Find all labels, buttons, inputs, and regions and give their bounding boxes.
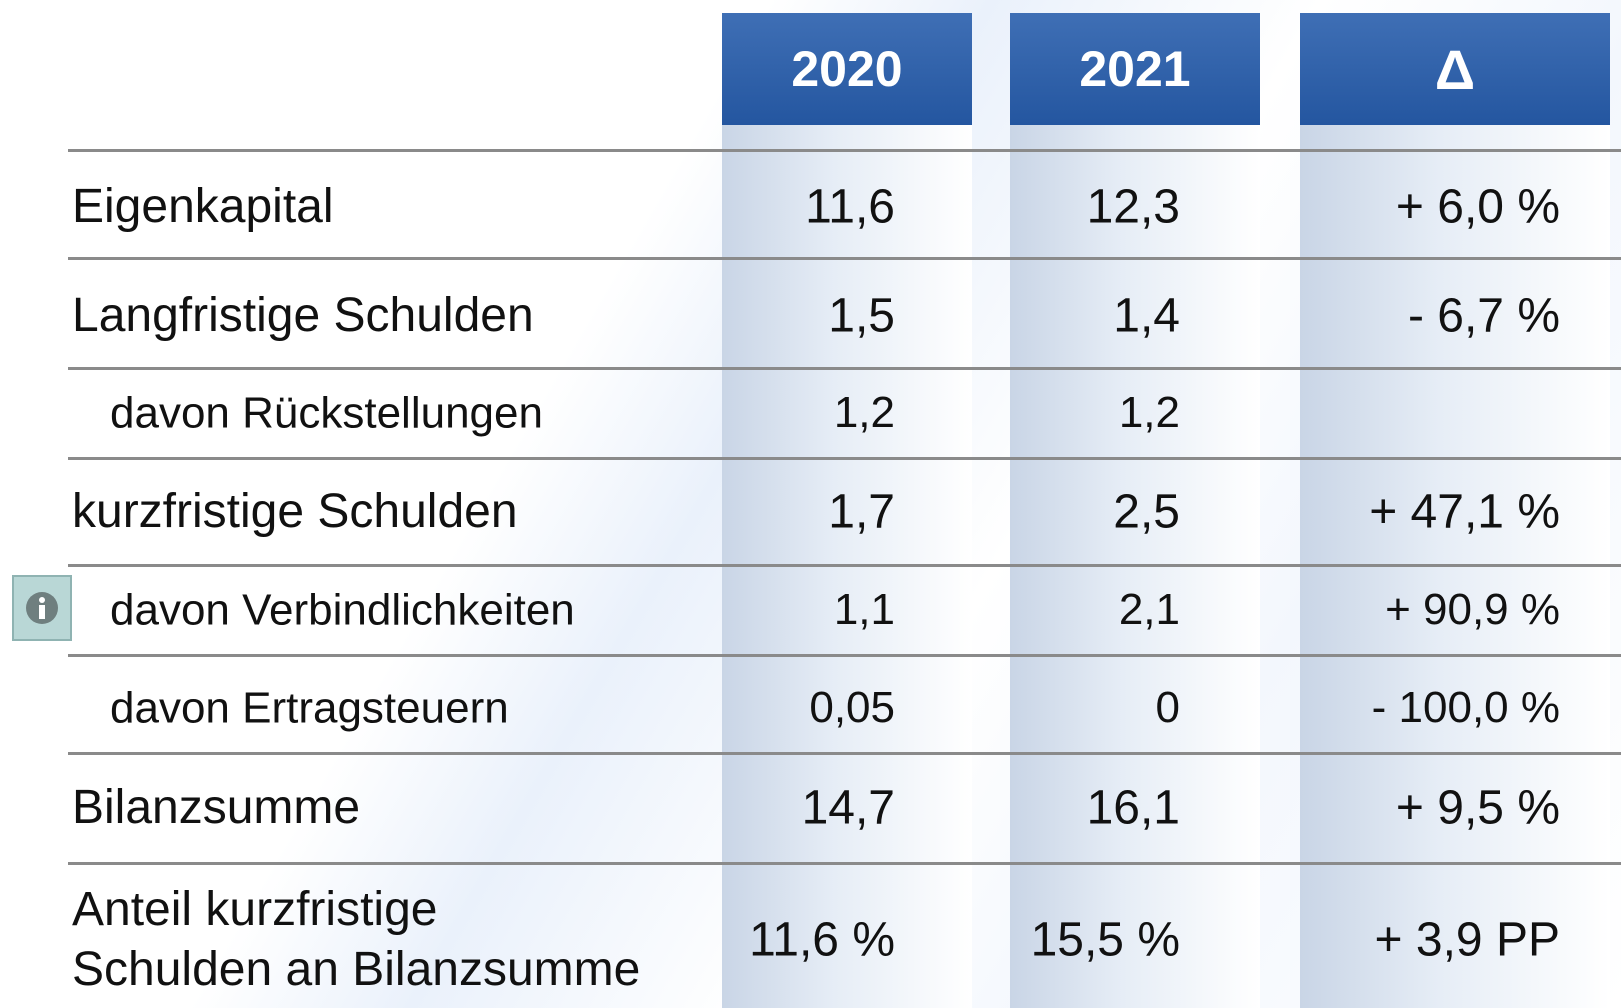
value-cell: 1,4 — [1010, 289, 1180, 344]
value-cell: + 3,9 PP — [1300, 913, 1560, 968]
value-cell: 2,5 — [1010, 485, 1180, 540]
row-label: Eigenkapital — [72, 177, 334, 237]
value-cell: 1,1 — [722, 585, 895, 635]
row-separator — [68, 457, 1621, 460]
value-cell: 12,3 — [1010, 180, 1180, 235]
row-label-line: Langfristige Schulden — [72, 286, 534, 346]
value-cell: 0,05 — [722, 683, 895, 733]
row-separator — [68, 752, 1621, 755]
value-cell: - 100,0 % — [1300, 683, 1560, 733]
row-label-line: Eigenkapital — [72, 177, 334, 237]
row-label-line: Anteil kurzfristige — [72, 880, 640, 940]
row-label: Langfristige Schulden — [72, 286, 534, 346]
row-separator — [68, 862, 1621, 865]
row-label: davon Verbindlichkeiten — [110, 583, 575, 638]
row-label-line: Schulden an Bilanzsumme — [72, 940, 640, 1000]
row-label: Bilanzsumme — [72, 778, 360, 838]
value-cell: 11,6 % — [722, 913, 895, 968]
value-cell: 1,5 — [722, 289, 895, 344]
row-label-line: kurzfristige Schulden — [72, 482, 518, 542]
row-separator — [68, 564, 1621, 567]
column-header: 2021 — [1010, 13, 1260, 125]
value-cell: 1,7 — [722, 485, 895, 540]
value-cell: + 9,5 % — [1300, 781, 1560, 836]
value-cell: 2,1 — [1010, 585, 1180, 635]
column-header: Δ — [1300, 13, 1610, 125]
value-cell: + 47,1 % — [1300, 485, 1560, 540]
page: 2020 2021 Δ Eigenkapital 11,6 12,3 + 6,0 % Lang… — [0, 0, 1621, 1008]
value-cell: 11,6 — [722, 180, 895, 235]
row-separator — [68, 654, 1621, 657]
column-header: 2020 — [722, 13, 972, 125]
row-separator — [68, 257, 1621, 260]
info-icon[interactable] — [12, 575, 72, 641]
row-separator — [68, 367, 1621, 370]
row-separator — [68, 149, 1621, 152]
value-cell: + 90,9 % — [1300, 585, 1560, 635]
value-cell: 15,5 % — [1010, 913, 1180, 968]
value-cell: 0 — [1010, 683, 1180, 733]
row-label-line: Bilanzsumme — [72, 778, 360, 838]
row-label: davon Rückstellungen — [110, 386, 543, 441]
row-label: kurzfristige Schulden — [72, 482, 518, 542]
info-glyph — [25, 591, 59, 625]
row-label-line: davon Verbindlichkeiten — [110, 583, 575, 638]
row-label-line: davon Rückstellungen — [110, 386, 543, 441]
row-label: davon Ertragsteuern — [110, 681, 509, 736]
value-cell: + 6,0 % — [1300, 180, 1560, 235]
value-cell: 1,2 — [722, 388, 895, 438]
value-cell: - 6,7 % — [1300, 289, 1560, 344]
row-label-line: davon Ertragsteuern — [110, 681, 509, 736]
value-cell: 1,2 — [1010, 388, 1180, 438]
value-cell: 16,1 — [1010, 781, 1180, 836]
value-cell: 14,7 — [722, 781, 895, 836]
